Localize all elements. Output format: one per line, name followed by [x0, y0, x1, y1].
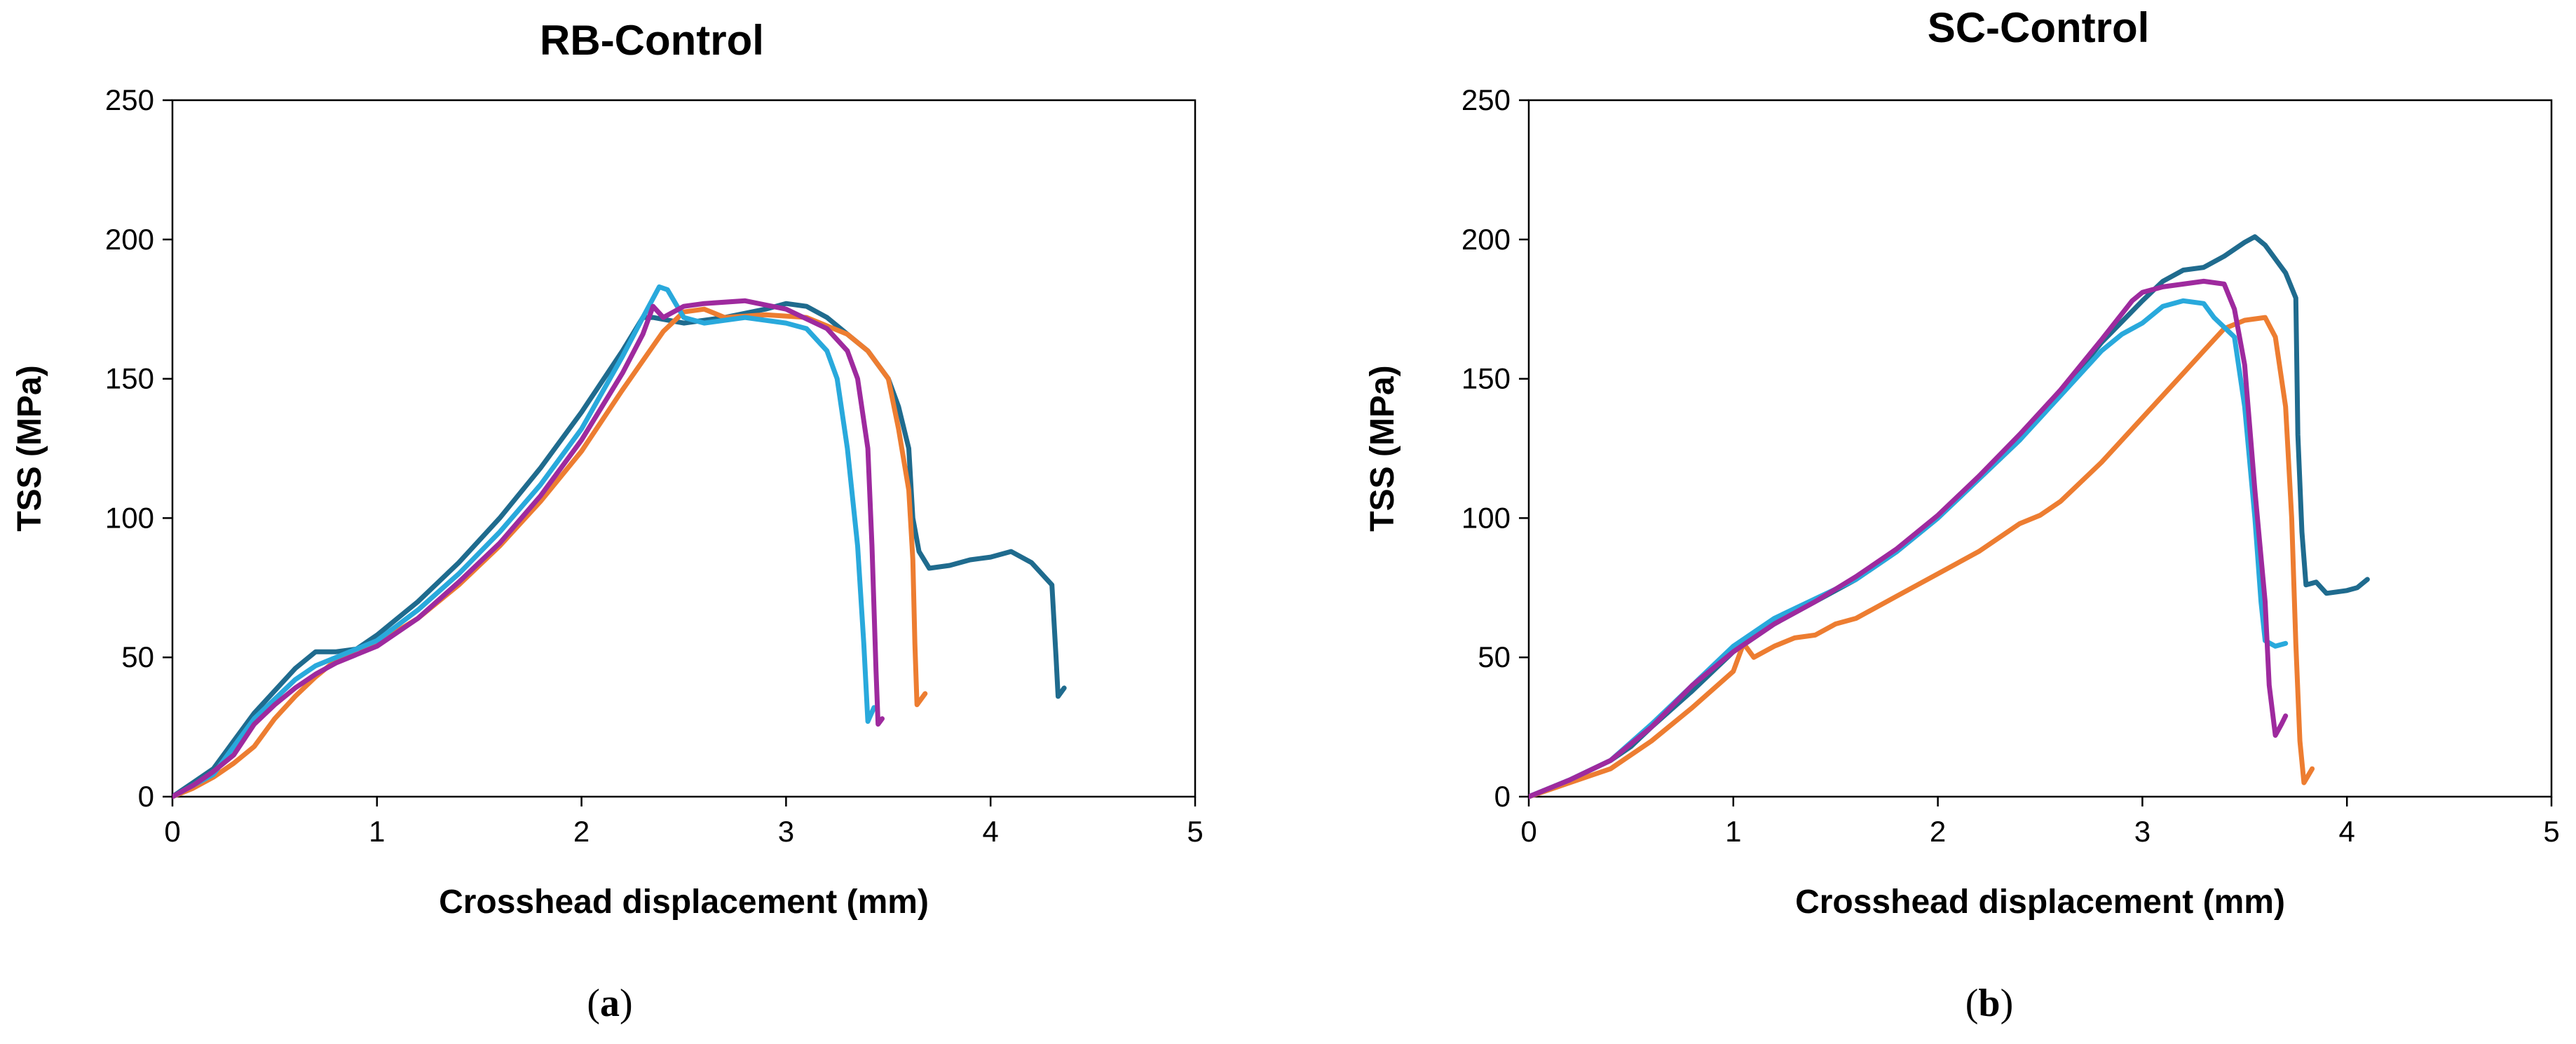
y-tick-label: 250 — [1461, 83, 1511, 116]
x-tick-label: 2 — [573, 815, 590, 848]
y-tick-label: 200 — [105, 223, 154, 256]
y-tick-label: 100 — [105, 501, 154, 534]
y-axis-label: TSS (MPa) — [1364, 365, 1401, 531]
y-tick-label: 150 — [105, 362, 154, 395]
x-tick-label: 1 — [1725, 815, 1741, 848]
plot-area-frame — [1527, 99, 2553, 798]
panel-label-open: ( — [587, 982, 600, 1025]
panel-label-close: ) — [620, 982, 633, 1025]
y-tick-label: 0 — [138, 780, 154, 813]
x-tick-label: 4 — [983, 815, 999, 848]
plot-area-frame — [171, 99, 1197, 798]
y-axis-label: TSS (MPa) — [11, 365, 48, 531]
x-axis-label: Crosshead displacement (mm) — [439, 884, 929, 921]
y-tick-label: 200 — [1461, 223, 1511, 256]
x-tick-label: 0 — [1520, 815, 1536, 848]
series-line-specimen-3 — [172, 284, 877, 799]
x-axis-label: Crosshead displacement (mm) — [1795, 884, 2285, 921]
x-tick-label: 4 — [2339, 815, 2355, 848]
panel-label-open: ( — [1965, 982, 1979, 1025]
y-tick-label: 150 — [1461, 362, 1511, 395]
series-line-specimen-2 — [172, 306, 928, 799]
chart-title: RB-Control — [540, 17, 764, 64]
chart-panel-a: RB-Control 0 50 100 150 200 250 0 1 2 3 4 5 Crosshead… — [11, 17, 1204, 1025]
y-tick-label: 250 — [105, 83, 154, 116]
panel-label-letter: b — [1978, 982, 2000, 1025]
x-tick-label: 2 — [1930, 815, 1946, 848]
panel-label: (a) — [587, 982, 632, 1025]
x-tick-label: 5 — [2543, 815, 2559, 848]
y-tick-label: 50 — [1478, 640, 1511, 673]
y-tick-label: 100 — [1461, 501, 1511, 534]
panel-label-close: ) — [2001, 982, 2014, 1025]
series-line-specimen-1 — [172, 301, 1067, 799]
chart-panel-b: SC-Control 0 50 100 150 200 250 0 1 2 3 4 5 Crosshead… — [1364, 4, 2560, 1025]
x-tick-label: 5 — [1187, 815, 1203, 848]
series-line-specimen-4 — [1529, 278, 2289, 799]
series-line-specimen-2 — [1529, 315, 2315, 799]
panel-label: (b) — [1965, 982, 2013, 1025]
series-line-specimen-4 — [172, 298, 885, 799]
y-tick-label: 0 — [1494, 780, 1511, 813]
x-tick-label: 1 — [369, 815, 385, 848]
y-tick-label: 50 — [121, 640, 154, 673]
x-tick-label: 3 — [2134, 815, 2151, 848]
x-tick-label: 0 — [164, 815, 180, 848]
panel-label-letter: a — [600, 982, 620, 1025]
x-tick-label: 3 — [778, 815, 794, 848]
chart-title: SC-Control — [1928, 4, 2150, 51]
